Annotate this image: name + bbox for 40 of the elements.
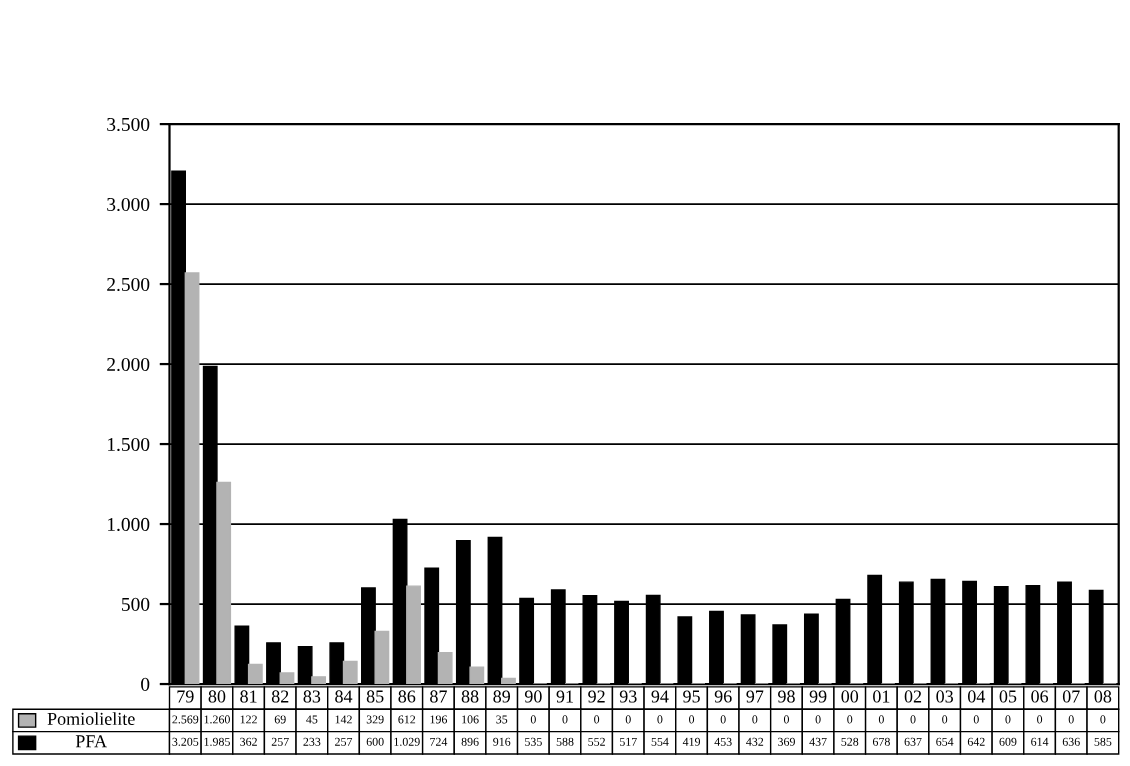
x-tick-label: 96 — [714, 690, 732, 703]
x-tick-label: 01 — [873, 690, 890, 703]
x-tick-label: 92 — [588, 690, 605, 703]
x-tick-label: 87 — [430, 690, 447, 703]
x-tick-label: 02 — [904, 690, 922, 703]
y-tick-label: 500 — [122, 597, 150, 611]
x-tick-label: 85 — [366, 690, 384, 703]
y-tick-label: 3.500 — [107, 117, 150, 132]
x-tick-label: 89 — [493, 690, 511, 703]
y-tick-label: 2.500 — [107, 277, 150, 292]
y-tick-label: 0 — [141, 677, 150, 691]
x-tick-label: 94 — [651, 690, 669, 703]
x-tick-label: 99 — [809, 690, 827, 703]
x-tick-label: 03 — [936, 690, 953, 703]
x-tick-label: 93 — [619, 690, 637, 703]
x-tick-label: 79 — [177, 690, 194, 703]
y-tick-label: 2.000 — [107, 357, 150, 372]
x-tick-label: 00 — [841, 690, 859, 703]
x-tick-label: 82 — [271, 690, 289, 703]
x-tick-label: 08 — [1094, 690, 1112, 703]
x-tick-label: 98 — [778, 690, 795, 703]
legend-label: PFA — [75, 735, 107, 748]
x-tick-label: 97 — [746, 690, 764, 703]
x-tick-label: 84 — [335, 690, 353, 703]
x-tick-label: 86 — [398, 690, 416, 703]
x-tick-label: 91 — [556, 690, 573, 703]
y-tick-label: 1.000 — [108, 517, 150, 532]
x-tick-label: 95 — [683, 690, 700, 703]
y-tick-label: 1.500 — [108, 437, 150, 452]
x-tick-label: 06 — [1031, 690, 1049, 703]
x-tick-label: 83 — [303, 690, 321, 703]
x-tick-label: 80 — [208, 690, 226, 703]
x-tick-label: 04 — [967, 690, 986, 703]
y-tick-label: 3.000 — [107, 197, 150, 212]
x-tick-label: 90 — [524, 690, 542, 703]
x-tick-label: 05 — [999, 690, 1017, 703]
x-tick-label: 88 — [461, 690, 479, 703]
x-tick-label: 07 — [1062, 690, 1080, 703]
x-tick-label: 81 — [240, 690, 257, 703]
legend-label: Pomiolielite — [47, 712, 135, 725]
